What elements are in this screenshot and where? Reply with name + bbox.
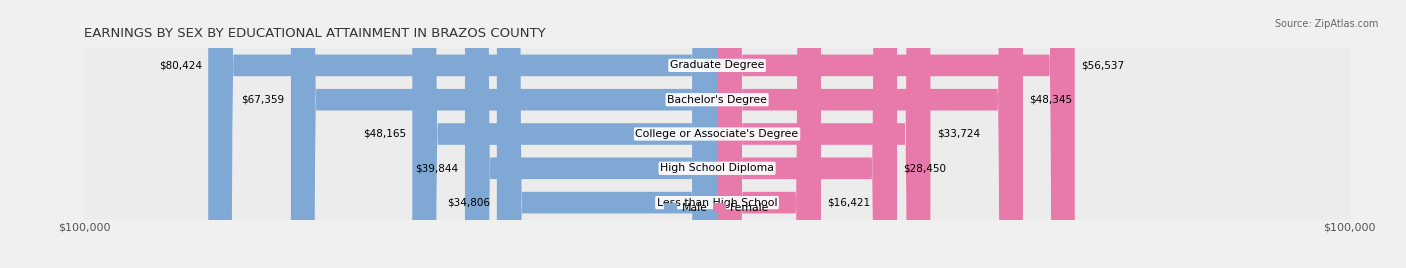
- Text: $56,537: $56,537: [1081, 60, 1125, 70]
- FancyBboxPatch shape: [84, 0, 1350, 268]
- FancyBboxPatch shape: [496, 0, 717, 268]
- Text: $16,421: $16,421: [827, 198, 870, 208]
- FancyBboxPatch shape: [84, 0, 1350, 268]
- FancyBboxPatch shape: [717, 0, 1074, 268]
- FancyBboxPatch shape: [717, 0, 1024, 268]
- Text: College or Associate's Degree: College or Associate's Degree: [636, 129, 799, 139]
- Text: $48,345: $48,345: [1029, 95, 1073, 105]
- FancyBboxPatch shape: [717, 0, 931, 268]
- Text: High School Diploma: High School Diploma: [661, 163, 773, 173]
- Text: $39,844: $39,844: [416, 163, 458, 173]
- FancyBboxPatch shape: [717, 0, 897, 268]
- Text: $67,359: $67,359: [242, 95, 284, 105]
- Text: Graduate Degree: Graduate Degree: [669, 60, 765, 70]
- Text: Less than High School: Less than High School: [657, 198, 778, 208]
- FancyBboxPatch shape: [84, 0, 1350, 268]
- FancyBboxPatch shape: [291, 0, 717, 268]
- FancyBboxPatch shape: [717, 0, 821, 268]
- Text: $33,724: $33,724: [936, 129, 980, 139]
- Text: EARNINGS BY SEX BY EDUCATIONAL ATTAINMENT IN BRAZOS COUNTY: EARNINGS BY SEX BY EDUCATIONAL ATTAINMEN…: [84, 27, 546, 40]
- FancyBboxPatch shape: [465, 0, 717, 268]
- Text: $28,450: $28,450: [904, 163, 946, 173]
- Text: $80,424: $80,424: [159, 60, 202, 70]
- Text: $48,165: $48,165: [363, 129, 406, 139]
- Legend: Male, Female: Male, Female: [659, 199, 775, 218]
- FancyBboxPatch shape: [84, 0, 1350, 268]
- FancyBboxPatch shape: [84, 0, 1350, 268]
- Text: $34,806: $34,806: [447, 198, 491, 208]
- Text: Bachelor's Degree: Bachelor's Degree: [666, 95, 768, 105]
- FancyBboxPatch shape: [208, 0, 717, 268]
- Text: Source: ZipAtlas.com: Source: ZipAtlas.com: [1274, 19, 1378, 29]
- FancyBboxPatch shape: [412, 0, 717, 268]
